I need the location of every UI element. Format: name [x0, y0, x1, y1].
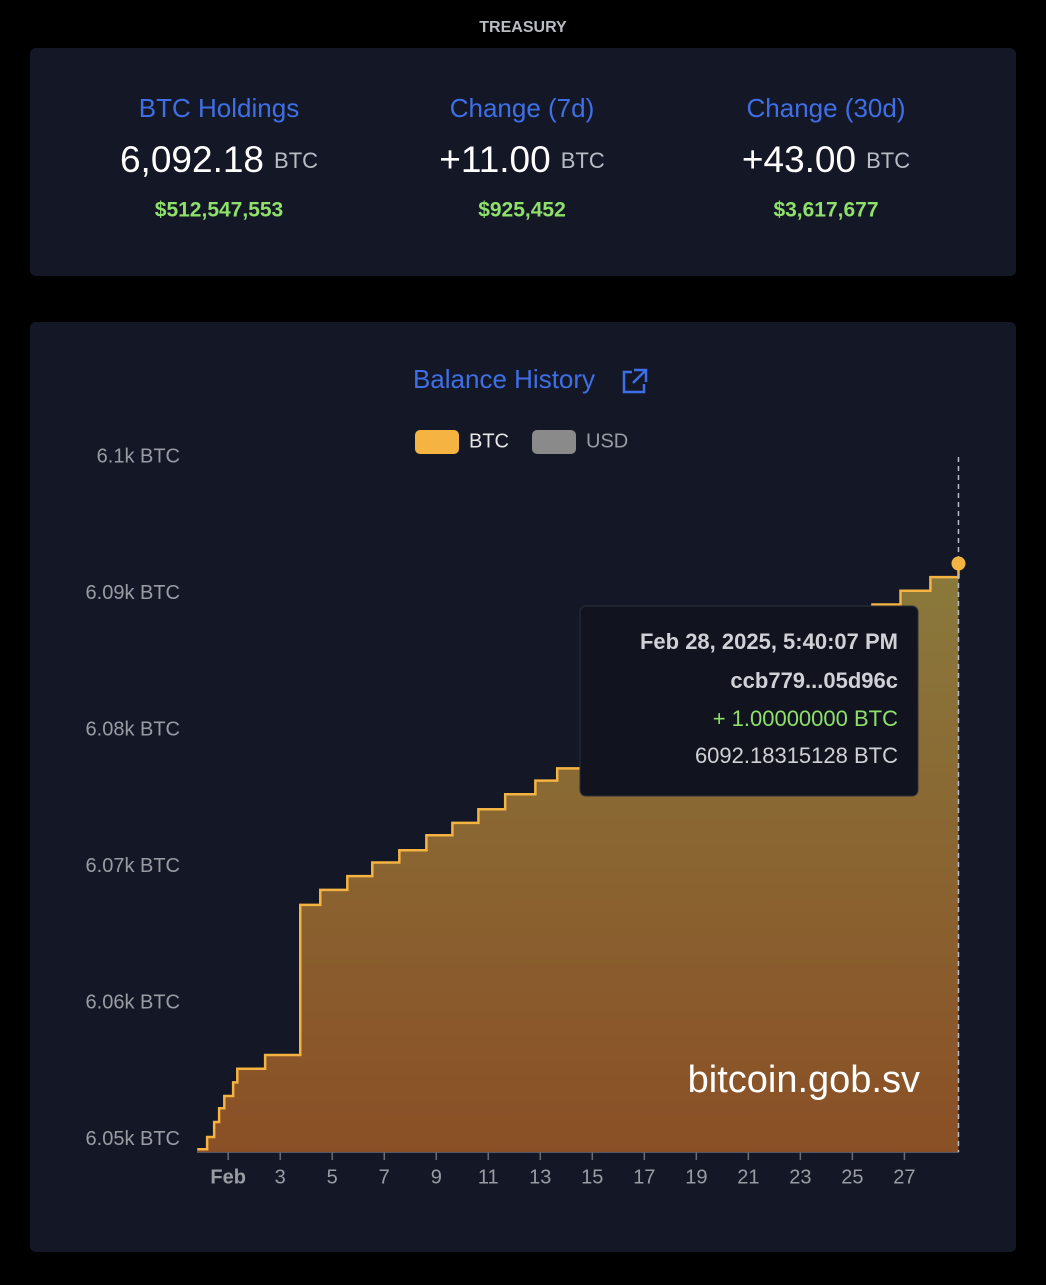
stat-number: 6,092.18 — [120, 139, 264, 180]
legend-label[interactable]: USD — [586, 430, 628, 452]
tooltip — [579, 605, 919, 797]
stat-label: Change (7d) — [450, 93, 595, 123]
x-tick-label: Feb — [210, 1166, 246, 1188]
tooltip-change: + 1.00000000 BTC — [713, 706, 898, 731]
plot: BTC USD 6.05k BTC 6.06k BTC 6.07k BTC 6.08k B… — [86, 430, 966, 1188]
y-tick-label: 6.07k BTC — [86, 855, 180, 877]
x-tick-label: 23 — [789, 1166, 811, 1188]
tooltip-tx: ccb779...05d96c — [730, 668, 898, 693]
y-tick-label: 6.08k BTC — [86, 718, 180, 740]
page-title: TREASURY — [479, 19, 567, 36]
y-tick-label: 6.09k BTC — [86, 582, 180, 604]
stat-value: +11.00 BTC — [439, 139, 605, 180]
x-tick-label: 5 — [327, 1166, 338, 1188]
legend-swatch[interactable] — [415, 430, 459, 454]
x-tick-label: 13 — [529, 1166, 551, 1188]
stats: BTC Holdings 6,092.18 BTC $512,547,553 Chang… — [120, 93, 910, 222]
stat-usd: $512,547,553 — [155, 199, 283, 222]
stat-unit: BTC — [561, 148, 605, 173]
x-tick-label: 3 — [275, 1166, 286, 1188]
stat-usd: $3,617,677 — [773, 199, 878, 222]
legend-label[interactable]: BTC — [469, 430, 509, 452]
y-tick-label: 6.05k BTC — [86, 1128, 180, 1150]
stat-number: +43.00 — [742, 139, 856, 180]
x-tick-label: 25 — [841, 1166, 863, 1188]
stat-value: 6,092.18 BTC — [120, 139, 318, 180]
x-tick-label: 17 — [633, 1166, 655, 1188]
x-tick-label: 15 — [581, 1166, 603, 1188]
external-link-icon[interactable] — [622, 368, 648, 394]
x-tick-label: 9 — [431, 1166, 442, 1188]
x-tick-label: 7 — [379, 1166, 390, 1188]
stat-unit: BTC — [866, 148, 910, 173]
stat-value: +43.00 BTC — [742, 139, 910, 180]
stat-label: BTC Holdings — [139, 93, 299, 123]
stat-unit: BTC — [274, 148, 318, 173]
x-tick-label: 27 — [893, 1166, 915, 1188]
x-tick-label: 11 — [478, 1166, 499, 1188]
tooltip-balance: 6092.18315128 BTC — [695, 743, 898, 768]
watermark: bitcoin.gob.sv — [688, 1059, 920, 1101]
stats-card — [30, 48, 1016, 276]
y-tick-label: 6.06k BTC — [86, 991, 180, 1013]
x-tick-label: 21 — [737, 1166, 759, 1188]
chart-title[interactable]: Balance History — [413, 364, 595, 394]
tooltip-date: Feb 28, 2025, 5:40:07 PM — [640, 629, 898, 654]
stat-label: Change (30d) — [747, 93, 906, 123]
point — [951, 556, 966, 571]
legend-swatch[interactable] — [532, 430, 576, 454]
stat-usd: $925,452 — [478, 199, 566, 222]
x-tick-label: 19 — [685, 1166, 707, 1188]
y-tick-label: 6.1k BTC — [97, 445, 180, 467]
stat-number: +11.00 — [439, 139, 550, 180]
